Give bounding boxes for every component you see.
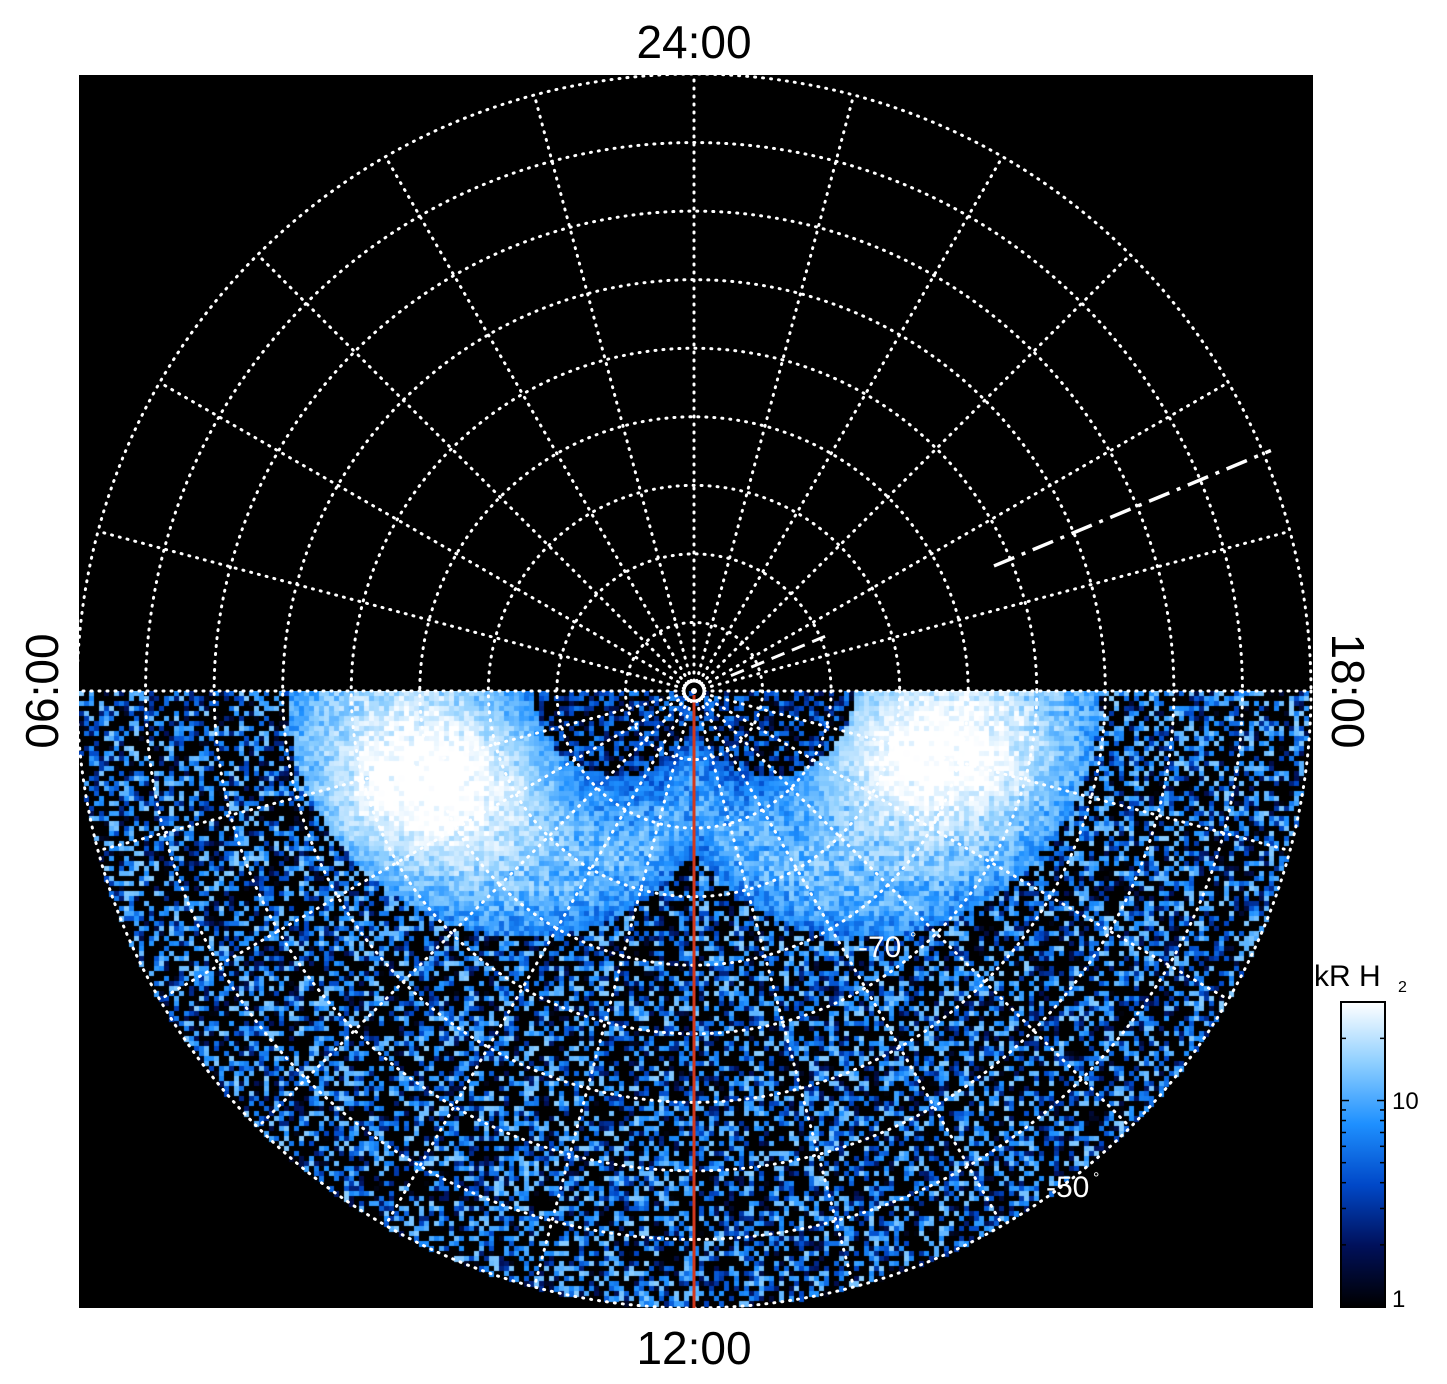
- colorbar-tick-10: 10: [1392, 1088, 1419, 1115]
- meridian-line: [96, 692, 686, 853]
- overlays: [682, 448, 1272, 1308]
- pole-marker: [682, 679, 706, 703]
- meridian-line: [384, 155, 691, 684]
- lat-label-70-text: -70: [858, 931, 901, 964]
- outer-circle: [79, 75, 1313, 1308]
- colorbar-label-main: kR H: [1314, 960, 1381, 993]
- dashed-segment-inner: [730, 631, 834, 677]
- lat-label-50: -50 °: [1046, 1170, 1099, 1204]
- meridian-line: [702, 529, 1292, 690]
- meridian-line: [695, 93, 856, 683]
- meridian-line: [532, 93, 693, 683]
- lt-label-left: 06:00: [16, 633, 68, 748]
- meridian-line: [697, 698, 1004, 1227]
- lt-label-bottom: 12:00: [636, 1322, 751, 1374]
- meridian-line: [256, 696, 689, 1129]
- emission-layer: [79, 691, 1313, 1308]
- meridian-line: [158, 381, 687, 688]
- meridian-line: [697, 155, 1004, 684]
- dashed-segment-outer: [993, 448, 1272, 568]
- meridian-line: [701, 381, 1230, 688]
- colorbar-ticks: [1341, 1001, 1385, 1308]
- lat-label-50-unit: °: [1093, 1170, 1099, 1187]
- meridian-line: [699, 696, 1132, 1129]
- meridian-line: [158, 694, 687, 1001]
- colorbar-label-sub: 2: [1398, 979, 1407, 996]
- meridian-line: [701, 694, 1230, 1001]
- meridian-line: [699, 253, 1132, 686]
- emission-map: [79, 691, 1313, 1308]
- meridian-line: [532, 699, 693, 1289]
- pole-marker-dot: [691, 688, 697, 694]
- latitude-circle: [486, 483, 902, 899]
- meridian-line: [96, 529, 686, 690]
- meridian-line: [702, 692, 1292, 853]
- colorbar-tick-1: 1: [1392, 1286, 1405, 1313]
- latitude-circle: [623, 620, 765, 762]
- lat-label-70: -70 °: [858, 930, 916, 964]
- lt-label-right: 18:00: [1322, 633, 1374, 748]
- colorbar-bar: [1340, 1001, 1386, 1308]
- lat-label-50-text: -50: [1046, 1171, 1089, 1204]
- lat-label-70-unit: °: [910, 930, 916, 947]
- meridian-line: [695, 699, 856, 1289]
- lt-label-top: 24:00: [636, 16, 751, 68]
- meridian-line: [256, 253, 689, 686]
- meridian-line: [384, 698, 691, 1227]
- colorbar: kR H 2 10 1: [1314, 960, 1419, 1313]
